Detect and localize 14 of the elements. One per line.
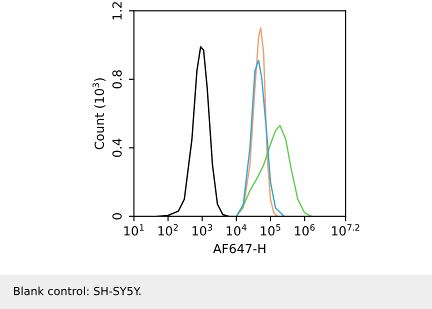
x-tick-label: 10$^{7.2}$: [332, 224, 360, 236]
x-axis-title: AF647-H: [213, 244, 266, 254]
x-tick-label: 10$^{2}$: [158, 224, 178, 236]
text: Blank control: SH-SY5Y.: [14, 286, 140, 296]
x-tick-label: 10$^{1}$: [124, 224, 144, 236]
y-axis-title: Count (10$^{3}$): [92, 78, 106, 150]
y-tick-label: 1.2: [112, 2, 122, 20]
x-tick-label: 10$^{5}$: [260, 224, 280, 236]
x-tick-label: 10$^{4}$: [226, 224, 246, 236]
y-tick-label: 0.4: [112, 138, 122, 157]
y-tick-label: 0: [112, 213, 122, 220]
x-tick-label: 10$^{3}$: [192, 224, 212, 236]
y-tick-label: 0.8: [112, 70, 122, 88]
x-tick-label: 10$^{6}$: [295, 224, 315, 236]
